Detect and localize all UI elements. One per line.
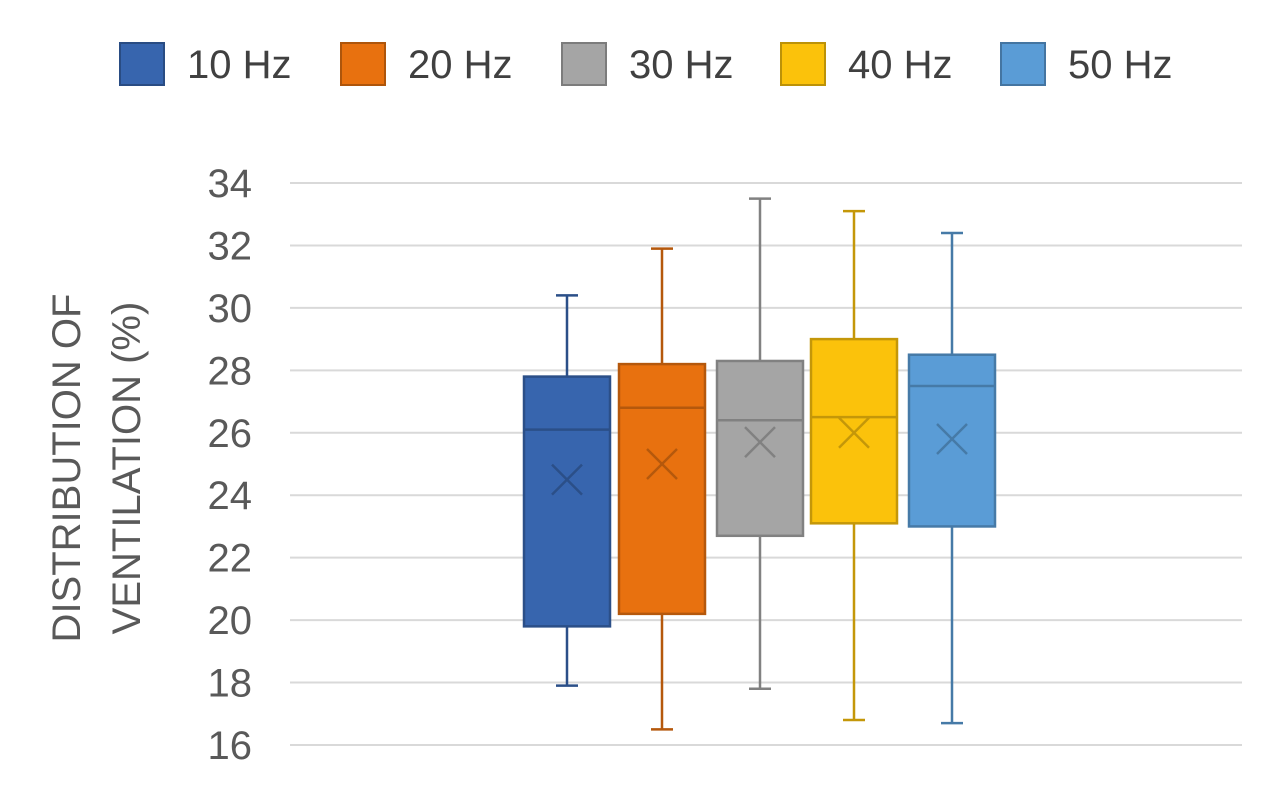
legend-item-50-hz: 50 Hz [1000, 42, 1173, 87]
legend-swatch-20-hz [340, 42, 386, 86]
box-50-hz [907, 231, 997, 725]
box-series [522, 197, 997, 731]
legend-swatch-30-hz [561, 42, 607, 86]
y-axis-title-line-1: DISTRIBUTION OF [45, 294, 89, 643]
box-body-10-hz [522, 375, 612, 628]
box-10-hz [522, 294, 612, 687]
y-tick-label-18: 18 [208, 662, 253, 706]
legend-swatch-50-hz [1000, 42, 1046, 86]
legend: 10 Hz 20 Hz 30 Hz 40 Hz 50 Hz [119, 42, 1173, 87]
box-20-hz [617, 247, 707, 731]
legend-label-30-hz: 30 Hz [629, 43, 734, 87]
legend-label-10-hz: 10 Hz [187, 43, 292, 87]
mean-marker-20-hz [646, 448, 678, 480]
legend-item-40-hz: 40 Hz [780, 42, 953, 87]
y-tick-label-26: 26 [208, 412, 253, 456]
box-body-20-hz [617, 362, 707, 616]
legend-swatch-10-hz [119, 42, 165, 86]
y-tick-label-30: 30 [208, 287, 253, 331]
y-tick-label-16: 16 [208, 724, 253, 768]
legend-item-20-hz: 20 Hz [340, 42, 513, 87]
y-axis-title-line-2: VENTILATION (%) [105, 302, 149, 635]
legend-label-20-hz: 20 Hz [408, 43, 513, 87]
y-tick-label-34: 34 [208, 162, 253, 206]
legend-item-30-hz: 30 Hz [561, 42, 734, 87]
y-tick-label-32: 32 [208, 224, 253, 268]
mean-marker-30-hz [744, 426, 776, 459]
mean-marker-40-hz [838, 416, 870, 449]
mean-marker-10-hz [551, 463, 583, 496]
y-tick-label-24: 24 [208, 474, 253, 518]
y-tick-label-28: 28 [208, 349, 253, 393]
y-axis-title: DISTRIBUTION OF VENTILATION (%) [45, 294, 149, 643]
y-tick-label-22: 22 [208, 537, 253, 581]
box-40-hz [809, 209, 899, 722]
mean-marker-50-hz [936, 423, 968, 455]
box-30-hz [715, 197, 805, 691]
y-axis-ticks: 16 18 20 22 24 26 28 30 32 34 [208, 162, 253, 768]
legend-item-10-hz: 10 Hz [119, 42, 292, 87]
legend-label-40-hz: 40 Hz [848, 43, 953, 87]
y-tick-label-20: 20 [208, 599, 253, 643]
box-body-30-hz [715, 359, 805, 538]
legend-label-50-hz: 50 Hz [1068, 43, 1173, 87]
legend-swatch-40-hz [780, 42, 826, 86]
